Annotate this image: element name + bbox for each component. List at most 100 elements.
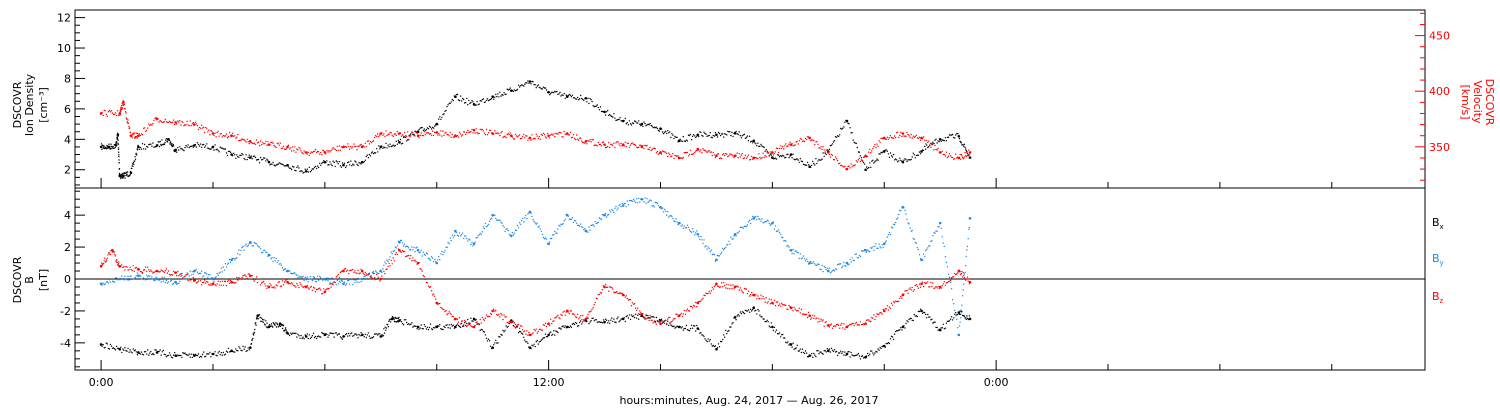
- velocity-dot: [124, 108, 126, 110]
- bz-dot: [730, 284, 732, 286]
- bx-dot: [178, 354, 180, 357]
- bz-dot: [227, 279, 230, 281]
- by-dot: [764, 220, 766, 223]
- bx-dot: [813, 352, 815, 355]
- bz-dot: [188, 278, 190, 280]
- velocity-dot: [141, 134, 144, 136]
- bz-dot: [739, 287, 741, 289]
- by-dot: [742, 227, 745, 229]
- density-dot: [696, 135, 698, 137]
- bz-dot: [366, 274, 368, 276]
- velocity-dot: [483, 132, 486, 134]
- velocity-dot: [630, 142, 633, 145]
- by-dot: [325, 279, 327, 281]
- density-dot: [372, 152, 375, 155]
- by-dot: [858, 254, 861, 256]
- density-dot: [295, 170, 297, 172]
- x-tick-label: 12:00: [533, 376, 565, 389]
- bx-dot: [356, 334, 358, 336]
- velocity-dot: [180, 124, 182, 126]
- bx-dot: [295, 332, 297, 335]
- by-dot: [386, 259, 388, 261]
- bz-dot: [162, 270, 164, 273]
- by-dot: [133, 277, 135, 280]
- bz-dot: [292, 283, 294, 285]
- bz-dot: [898, 300, 900, 303]
- velocity-point: [715, 154, 718, 158]
- velocity-dot: [557, 133, 559, 135]
- velocity-dot: [915, 134, 918, 137]
- density-dot: [339, 165, 342, 167]
- bz-dot: [229, 279, 232, 282]
- density-dot: [522, 84, 524, 87]
- by-dot: [578, 224, 580, 227]
- velocity-dot: [209, 134, 211, 136]
- by-dot: [814, 263, 816, 265]
- by-dot: [237, 253, 239, 255]
- bx-dot: [690, 324, 693, 326]
- density-dot: [600, 110, 603, 113]
- bx-dot: [865, 355, 868, 357]
- velocity-dot: [669, 153, 671, 156]
- velocity-dot: [611, 143, 613, 146]
- by-dot: [147, 276, 149, 278]
- bz-dot: [590, 310, 592, 312]
- bz-dot: [918, 283, 921, 285]
- velocity-dot: [460, 135, 463, 137]
- by-dot: [201, 276, 204, 278]
- bz-dot: [811, 317, 813, 319]
- bz-dot: [772, 303, 775, 305]
- bx-dot: [894, 330, 897, 333]
- bz-dot: [957, 272, 959, 274]
- velocity-dot: [461, 134, 464, 136]
- bz-dot: [330, 286, 332, 288]
- bx-dot: [564, 325, 566, 327]
- density-dot: [938, 141, 940, 143]
- bx-dot: [246, 350, 248, 352]
- bx-dot: [543, 337, 546, 339]
- velocity-dot: [746, 156, 749, 158]
- bz-dot: [785, 304, 787, 307]
- bz-dot: [516, 324, 519, 326]
- bz-dot: [353, 271, 355, 274]
- bz-dot: [893, 302, 896, 304]
- by-dot: [792, 248, 794, 251]
- bx-dot: [838, 352, 840, 354]
- by-dot: [115, 277, 118, 279]
- bz-dot: [121, 264, 123, 266]
- bz-dot: [377, 277, 379, 279]
- bz-dot: [168, 273, 171, 276]
- bz-dot: [804, 314, 807, 316]
- bx-dot: [265, 320, 267, 322]
- bx-dot: [447, 327, 449, 329]
- velocity-dot: [880, 137, 882, 140]
- velocity-dot: [738, 153, 740, 155]
- bx-dot: [412, 326, 414, 328]
- bx-dot: [795, 347, 797, 349]
- density-dot: [274, 165, 276, 167]
- density-dot: [304, 168, 306, 170]
- bx-dot: [238, 346, 240, 348]
- bz-dot: [859, 321, 862, 323]
- velocity-dot: [107, 111, 110, 113]
- by-dot: [942, 242, 944, 244]
- by-dot: [356, 281, 358, 283]
- density-dot: [762, 146, 764, 148]
- density-dot: [463, 98, 465, 101]
- bx-dot: [149, 352, 151, 354]
- bz-dot: [195, 282, 198, 284]
- bx-dot: [260, 320, 262, 322]
- bz-dot: [541, 329, 544, 331]
- density-dot: [325, 162, 327, 164]
- bx-dot: [946, 320, 949, 322]
- bx-dot: [615, 321, 617, 324]
- by-dot: [466, 237, 468, 240]
- bx-dot: [128, 351, 130, 353]
- density-dot: [528, 82, 530, 84]
- bz-dot: [150, 269, 152, 271]
- bx-dot: [873, 354, 875, 356]
- by-dot: [609, 209, 611, 211]
- bx-dot: [958, 313, 961, 315]
- density-dot: [840, 127, 842, 130]
- bz-point: [286, 280, 289, 284]
